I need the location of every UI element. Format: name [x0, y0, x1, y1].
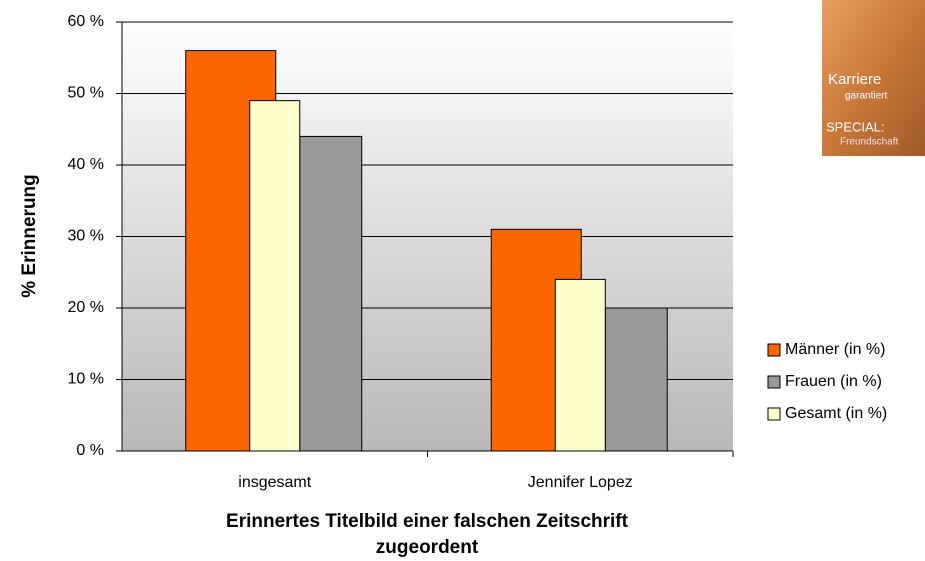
cover-text: garantiert [845, 91, 887, 102]
legend-label: Männer (in %) [785, 341, 885, 358]
legend-label: Frauen (in %) [785, 373, 882, 390]
y-tick-label: 50 % [68, 85, 104, 102]
y-tick-label: 10 % [68, 371, 104, 388]
x-axis-title: zugeordent [376, 537, 479, 558]
cover-image [822, 0, 925, 156]
x-axis-title: Erinnertes Titelbild einer falschen Zeit… [226, 511, 629, 532]
legend-swatch [767, 343, 781, 357]
y-tick-label: 30 % [68, 228, 104, 245]
bar [299, 135, 363, 452]
y-tick-label: 40 % [68, 156, 104, 173]
y-tick-label: 60 % [68, 13, 104, 30]
legend-swatch [767, 407, 781, 421]
legend-swatch [767, 375, 781, 389]
y-tick-label: 0 % [76, 442, 104, 459]
cover-text: SPECIAL: [826, 119, 885, 134]
bar [249, 100, 301, 452]
y-tick-label: 20 % [68, 299, 104, 316]
cover-text: Freundschaft [840, 137, 899, 148]
bar [554, 278, 606, 452]
legend-label: Gesamt (in %) [785, 405, 887, 422]
x-tick-label: Jennifer Lopez [528, 474, 633, 491]
x-tick-label: insgesamt [238, 474, 311, 491]
cover-text: Karriere [828, 71, 881, 88]
y-axis-title: % Erinnerung [19, 174, 40, 298]
bar [604, 307, 668, 452]
